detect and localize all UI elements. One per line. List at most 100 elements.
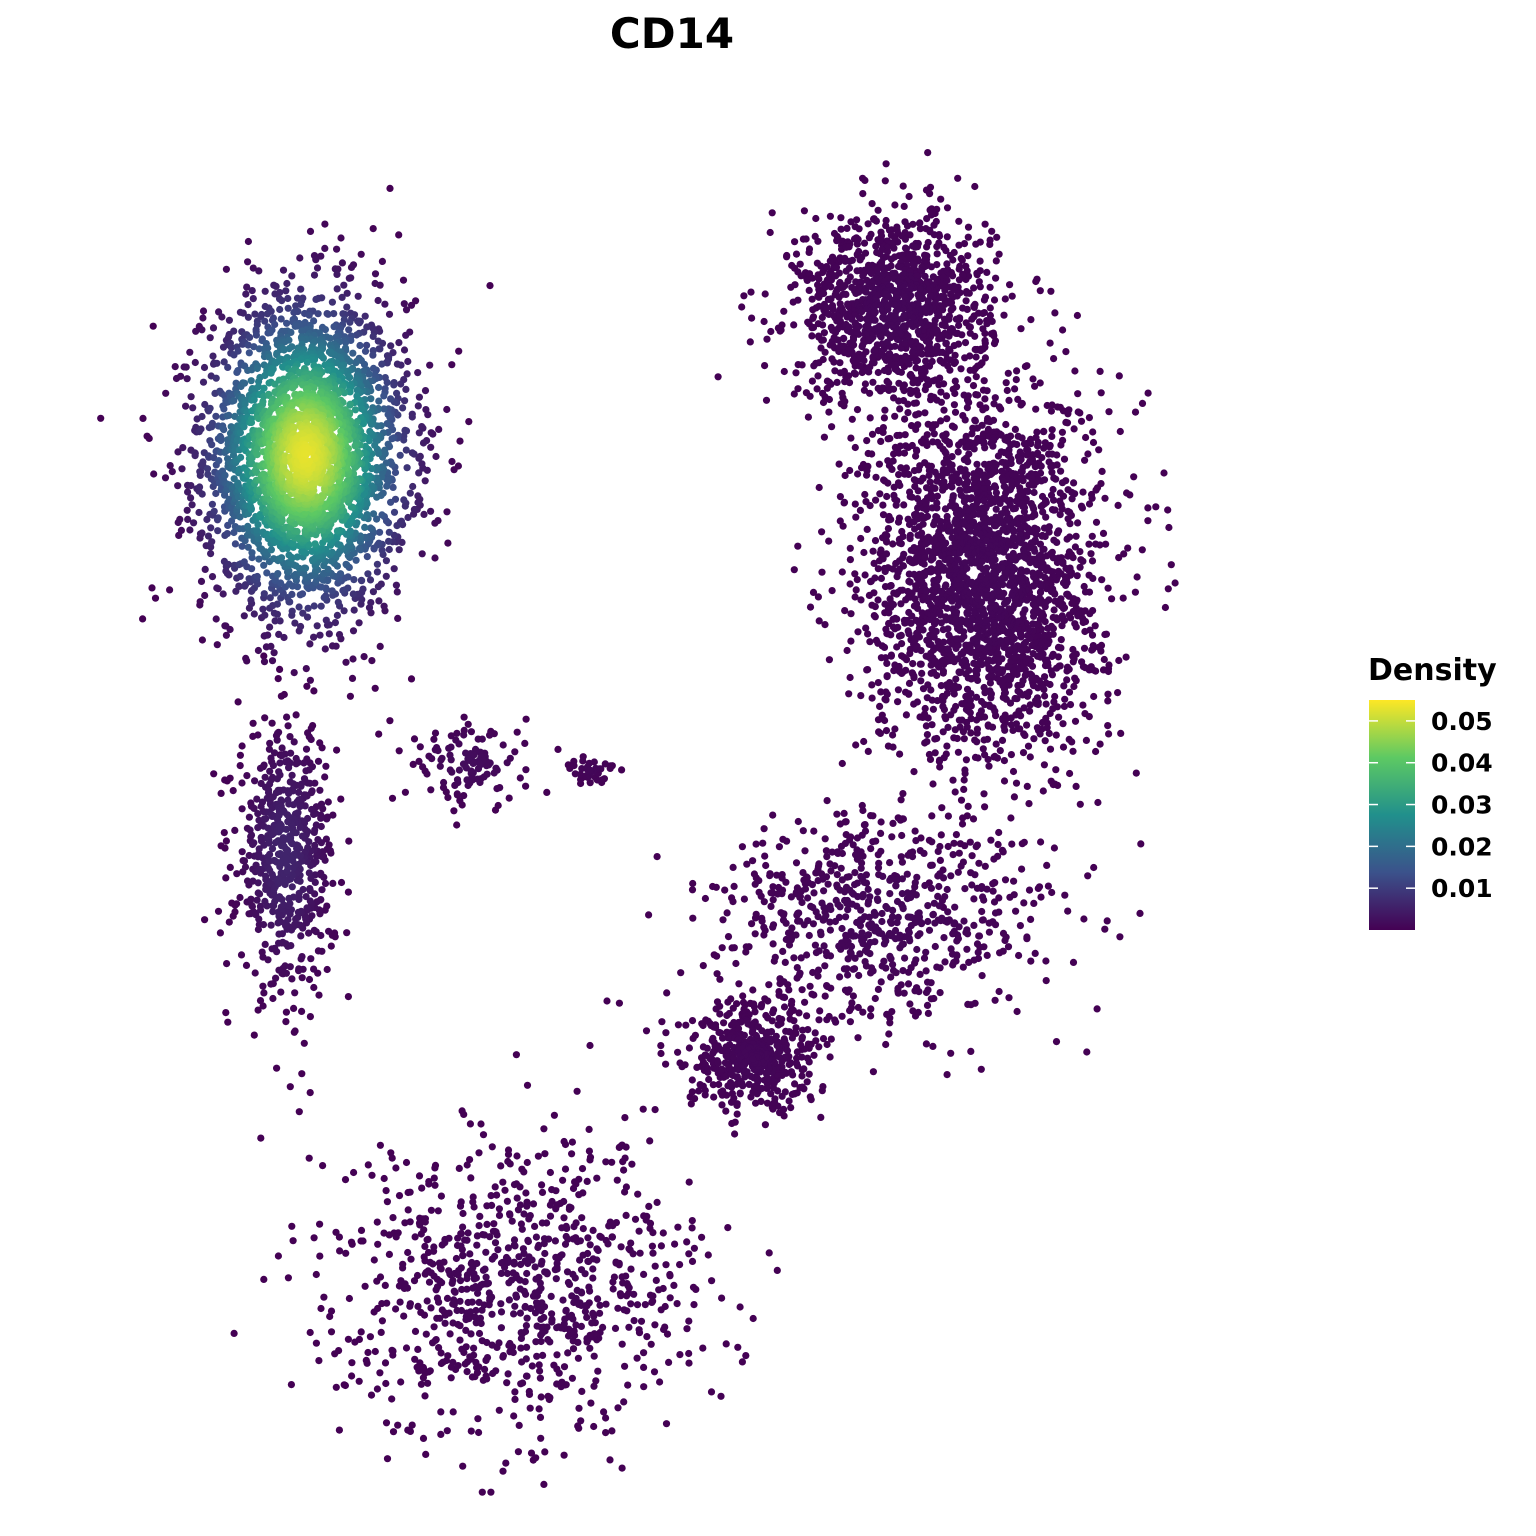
data-point xyxy=(688,1257,697,1265)
data-point xyxy=(930,231,938,239)
data-point xyxy=(927,995,935,1003)
data-point xyxy=(568,1374,577,1382)
data-point xyxy=(422,1330,430,1338)
data-point xyxy=(978,907,986,916)
data-point xyxy=(991,909,1000,917)
data-point xyxy=(1063,590,1071,598)
data-point xyxy=(978,916,987,924)
data-point xyxy=(811,1029,819,1037)
data-point xyxy=(97,414,105,422)
data-point xyxy=(1056,497,1064,505)
data-point xyxy=(833,810,841,818)
data-point xyxy=(893,431,901,440)
data-point xyxy=(852,741,860,749)
data-point xyxy=(1007,751,1016,759)
data-point xyxy=(1010,793,1019,801)
data-point xyxy=(683,1238,691,1246)
data-point xyxy=(914,487,922,495)
data-point xyxy=(467,1174,475,1182)
data-point xyxy=(652,1276,660,1284)
data-point xyxy=(503,1197,511,1205)
data-point xyxy=(806,603,815,611)
data-point xyxy=(573,1286,581,1294)
data-point xyxy=(514,1448,523,1456)
data-point xyxy=(614,1304,622,1312)
data-point xyxy=(342,1249,350,1257)
data-point xyxy=(455,347,463,355)
data-point xyxy=(579,1225,587,1233)
data-point xyxy=(881,406,889,414)
data-point xyxy=(964,1000,972,1009)
data-point xyxy=(980,790,988,798)
data-point xyxy=(731,1130,739,1138)
data-point xyxy=(713,952,721,960)
data-point xyxy=(845,379,854,387)
data-point xyxy=(416,1221,424,1229)
data-point xyxy=(985,928,994,936)
data-point xyxy=(1007,721,1016,729)
data-point xyxy=(1080,915,1088,923)
data-point xyxy=(444,793,452,802)
data-point xyxy=(651,1262,659,1270)
data-point xyxy=(499,741,507,749)
data-point xyxy=(357,1328,365,1336)
data-point xyxy=(407,1255,415,1263)
data-point xyxy=(392,1305,400,1313)
data-point xyxy=(942,581,950,589)
data-point xyxy=(454,1234,462,1242)
data-point xyxy=(743,860,751,868)
data-point xyxy=(889,457,897,465)
data-point xyxy=(536,1413,545,1421)
data-point xyxy=(1123,489,1131,497)
data-point xyxy=(1050,844,1058,852)
data-point xyxy=(288,1222,296,1230)
data-point xyxy=(827,1035,835,1043)
data-point xyxy=(570,1298,578,1307)
data-point xyxy=(1031,382,1039,390)
data-point xyxy=(799,1026,807,1034)
data-point xyxy=(1085,540,1093,548)
data-point xyxy=(388,794,397,802)
data-point xyxy=(487,1192,495,1200)
data-point xyxy=(925,926,934,934)
data-point xyxy=(1092,518,1101,526)
data-point xyxy=(1027,316,1035,324)
data-point xyxy=(640,1363,648,1371)
data-point xyxy=(905,679,914,688)
data-point xyxy=(382,1379,390,1388)
data-point xyxy=(735,980,743,988)
data-point xyxy=(452,1254,460,1263)
data-point xyxy=(897,981,905,989)
data-point xyxy=(1144,389,1152,397)
data-point xyxy=(561,1140,570,1149)
data-point xyxy=(838,849,847,858)
data-point xyxy=(1088,557,1097,565)
data-point xyxy=(231,908,239,916)
data-point xyxy=(699,1082,707,1090)
data-point xyxy=(467,1330,475,1338)
data-point xyxy=(909,660,917,668)
data-point xyxy=(870,559,878,568)
data-point xyxy=(1064,515,1072,523)
data-point xyxy=(1108,595,1116,603)
data-point xyxy=(305,975,314,984)
data-point xyxy=(883,690,891,698)
data-point xyxy=(415,1172,424,1180)
data-point xyxy=(928,424,937,432)
data-point xyxy=(954,329,962,337)
data-point xyxy=(890,667,898,675)
data-point xyxy=(470,1344,478,1352)
data-point xyxy=(479,1131,488,1139)
data-point xyxy=(622,1211,630,1219)
data-point xyxy=(616,1290,625,1298)
data-point xyxy=(371,1347,379,1356)
data-point xyxy=(578,1165,587,1173)
data-point xyxy=(310,983,318,992)
data-point xyxy=(421,1242,429,1250)
data-point xyxy=(574,1354,583,1362)
data-point xyxy=(983,317,991,325)
data-point xyxy=(917,677,925,685)
data-point xyxy=(856,362,864,370)
data-point xyxy=(396,1298,404,1306)
data-point xyxy=(705,1075,713,1084)
